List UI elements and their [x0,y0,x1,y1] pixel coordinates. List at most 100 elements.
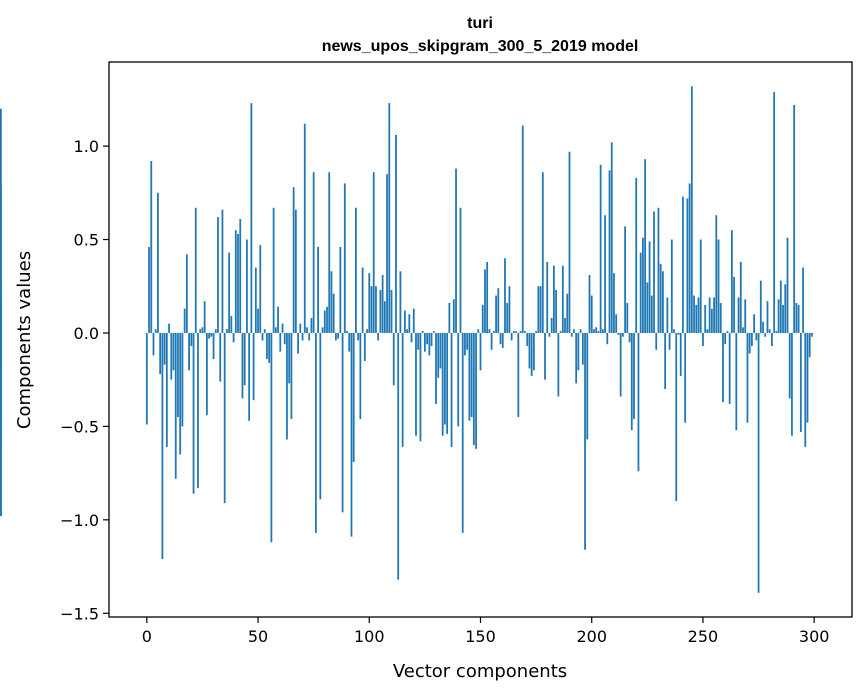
bar [537,286,540,333]
bar [506,303,509,333]
bar [466,332,469,350]
bar [608,170,611,333]
bar [746,332,749,423]
bar [593,329,595,333]
bar [726,331,729,333]
y-tick-label: 0.5 [74,231,99,250]
bar [762,321,764,333]
bar [263,329,266,333]
bar [539,286,542,333]
bar [715,215,718,333]
bar [753,314,756,333]
x-tick-label: 200 [576,627,607,646]
bar [646,282,649,333]
bar [521,125,524,333]
bar [205,332,208,416]
bar [430,332,433,347]
bar [786,237,789,333]
bar [706,329,709,333]
bar [246,239,248,333]
x-axis-label: Vector components [393,661,567,682]
bar [419,332,422,442]
bar [728,332,731,404]
bar [795,303,798,333]
bar [630,332,633,431]
bar [553,265,555,333]
bar [648,241,651,333]
x-tick-label: 300 [799,627,830,646]
bar [757,332,760,593]
bar [181,332,184,427]
bar [281,323,284,333]
bar [635,177,638,333]
bar [626,303,629,333]
bar [381,275,384,333]
bar [0,332,2,517]
x-tick-label: 250 [688,627,719,646]
bar [693,295,695,333]
bar [223,332,226,504]
bar [428,332,431,356]
bar [426,332,428,345]
bar [197,332,199,489]
bar [145,332,148,425]
x-tick-label: 0 [142,627,152,646]
bar [722,332,724,403]
y-axis-label: Components values [14,251,35,429]
bar [421,331,424,333]
bar [152,332,155,356]
bar [808,332,811,358]
bar [477,329,480,333]
bar [486,261,489,333]
bar [662,271,664,333]
bar [297,332,299,354]
bar [424,332,426,352]
bar [799,332,802,432]
bar [628,332,631,343]
bar [452,299,455,333]
bar [392,332,395,386]
bar [330,271,333,333]
bar [570,332,573,337]
bar [319,332,322,500]
bar [475,332,477,449]
bar [386,174,388,333]
bar [408,314,411,333]
bar [733,276,735,333]
bar [759,280,762,333]
bar [301,332,304,341]
bar [793,104,796,333]
bar [348,332,351,352]
bar [212,332,215,360]
bar [437,332,440,378]
bar [448,303,451,333]
bar [288,332,291,384]
bar [323,310,326,333]
bar [208,332,210,339]
bar [277,306,279,333]
bar [317,247,319,333]
bar [604,215,606,333]
bar [713,297,715,333]
bar [201,327,204,333]
bar [788,332,791,399]
bar [239,218,242,333]
y-tick-label: 1.0 [74,137,99,156]
bar [484,269,486,333]
bar [226,329,228,333]
bar [234,230,237,333]
chart-subtitle: news_upos_skipgram_300_5_2019 model [322,38,639,55]
bar [606,332,609,345]
bar [664,332,667,390]
bar [401,332,404,447]
bar [0,108,2,333]
bar [168,323,170,333]
bar [526,332,529,347]
bar [165,332,168,447]
bar [779,280,782,333]
bar [510,332,513,341]
bar [415,332,417,436]
bar [575,332,578,384]
bar [590,295,593,333]
